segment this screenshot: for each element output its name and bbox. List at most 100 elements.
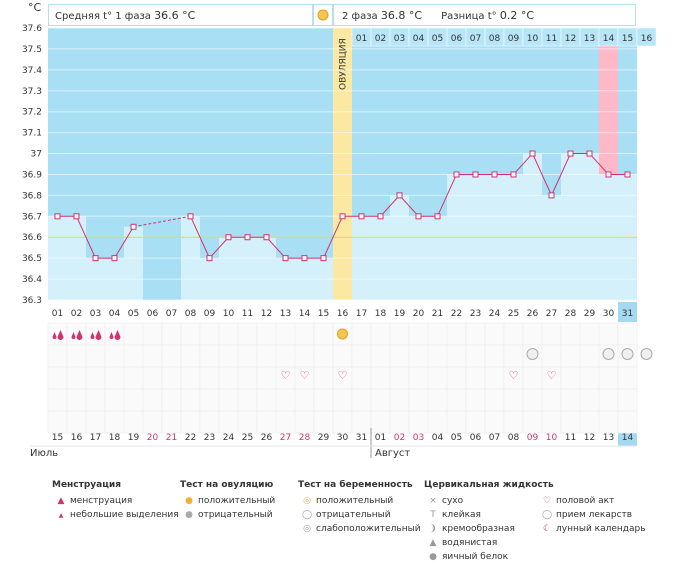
y-tick-label: 37.2: [22, 108, 42, 118]
symbol-cell: [161, 344, 182, 368]
y-tick-label: 37.4: [22, 66, 42, 76]
symbol-cell: [313, 410, 334, 434]
cycle-day-label: 03: [90, 309, 101, 319]
legend-intercourse: половой акт: [556, 496, 615, 506]
symbol-cell: [351, 322, 372, 346]
temp-bar: [580, 153, 599, 300]
cycle-day-label: 15: [318, 309, 329, 319]
date-label: 29: [318, 433, 330, 443]
cycle-day-label: 25: [508, 309, 519, 319]
symbol-cell: [237, 388, 258, 412]
symbol-cell: [275, 410, 296, 434]
phase2-label: 2 фаза: [342, 11, 378, 22]
phase2-day-label: 08: [489, 34, 501, 44]
legend-cervical-creamy: кремообразная: [442, 524, 515, 534]
temp-point: [567, 150, 574, 157]
ovulation-positive-mark: [337, 328, 348, 340]
temp-point: [510, 171, 517, 178]
symbol-cell: [351, 344, 372, 368]
symbol-cell: [484, 344, 505, 368]
symbol-cell: [446, 322, 467, 346]
date-label: 27: [280, 433, 291, 443]
symbol-cell: [446, 388, 467, 412]
temp-line-segment: [399, 195, 419, 217]
temp-bar: [124, 226, 143, 300]
month-label-1: Июль: [30, 448, 58, 459]
symbol-cell: [123, 322, 144, 346]
legend-ovulation-positive: положительный: [198, 496, 276, 506]
temp-point: [453, 171, 460, 178]
cycle-day-label: 31: [622, 309, 633, 319]
legend-menstruation-title: Менструация: [52, 480, 121, 490]
symbol-cell: [408, 388, 429, 412]
date-label: 24: [223, 433, 235, 443]
date-label: 03: [413, 433, 424, 443]
date-label: 10: [546, 433, 558, 443]
phase2-day-label: 07: [470, 34, 481, 44]
symbol-cell: [47, 366, 68, 390]
cycle-day-label: 22: [451, 309, 462, 319]
symbol-cell: [408, 344, 429, 368]
symbol-cell: [427, 322, 448, 346]
today-cell-top: [618, 302, 637, 322]
symbol-cell: [579, 410, 600, 434]
drop-icon: ▲: [57, 496, 65, 506]
symbol-cell: [484, 322, 505, 346]
temp-line-segment: [114, 226, 134, 259]
menstruation-drop: [71, 330, 83, 340]
symbol-cell: [218, 410, 239, 434]
y-tick-label: 36.4: [22, 275, 42, 285]
menstruation-drop: [52, 330, 64, 340]
date-label: 19: [128, 433, 140, 443]
symbol-cell: [237, 410, 258, 434]
month-label-2: Август: [375, 448, 410, 459]
symbol-cell: [313, 388, 334, 412]
ovulation-label: ОВУЛЯЦИЯ: [339, 38, 349, 90]
symbol-cell: [617, 388, 638, 412]
symbol-cell: [66, 322, 87, 346]
pregnancy-weak-icon: ◎: [303, 524, 311, 534]
cycle-day-label: 01: [52, 309, 63, 319]
symbol-cell: [161, 322, 182, 346]
symbol-cell: [332, 344, 353, 368]
cycle-day-label: 29: [584, 309, 596, 319]
symbol-cell: [85, 344, 106, 368]
legend-ovulation-negative: отрицательный: [198, 510, 273, 520]
symbol-cell: [294, 388, 315, 412]
date-label: 05: [451, 433, 462, 443]
y-tick-label: 37.1: [22, 129, 42, 139]
date-label: 02: [394, 433, 405, 443]
symbol-cell: [598, 410, 619, 434]
symbol-cell: [199, 388, 220, 412]
heart-icon: ♡: [542, 496, 552, 506]
dry-icon: ×: [429, 496, 437, 506]
temp-point: [187, 213, 194, 220]
date-label: 28: [299, 433, 311, 443]
legend-ovulation-test: Тест на овуляцию ● положительный ● отрицат…: [180, 480, 275, 522]
symbol-cell: [370, 344, 391, 368]
temp-point: [377, 213, 384, 220]
symbol-cell: [560, 366, 581, 390]
ovulation-column: [333, 28, 352, 300]
temp-line-segment: [209, 236, 229, 259]
symbol-cell: [275, 322, 296, 346]
symbol-cell: [465, 322, 486, 346]
phase2-day-label: 14: [603, 34, 615, 44]
symbol-cell: [598, 366, 619, 390]
temp-point: [415, 213, 422, 220]
phase2-day-label: 12: [565, 34, 576, 44]
symbol-cell: [503, 322, 524, 346]
cycle-day-label: 05: [128, 309, 139, 319]
symbol-cell: [256, 322, 277, 346]
temp-point: [624, 171, 631, 178]
symbol-cell: [313, 344, 334, 368]
legend-pregnancy-negative: отрицательный: [316, 510, 391, 520]
temp-point: [605, 171, 612, 178]
symbol-cell: [85, 366, 106, 390]
symbol-cell: [579, 344, 600, 368]
symbol-cell: [180, 388, 201, 412]
date-label: 14: [622, 433, 634, 443]
symbol-cell: [484, 388, 505, 412]
cycle-day-label: 08: [185, 309, 197, 319]
